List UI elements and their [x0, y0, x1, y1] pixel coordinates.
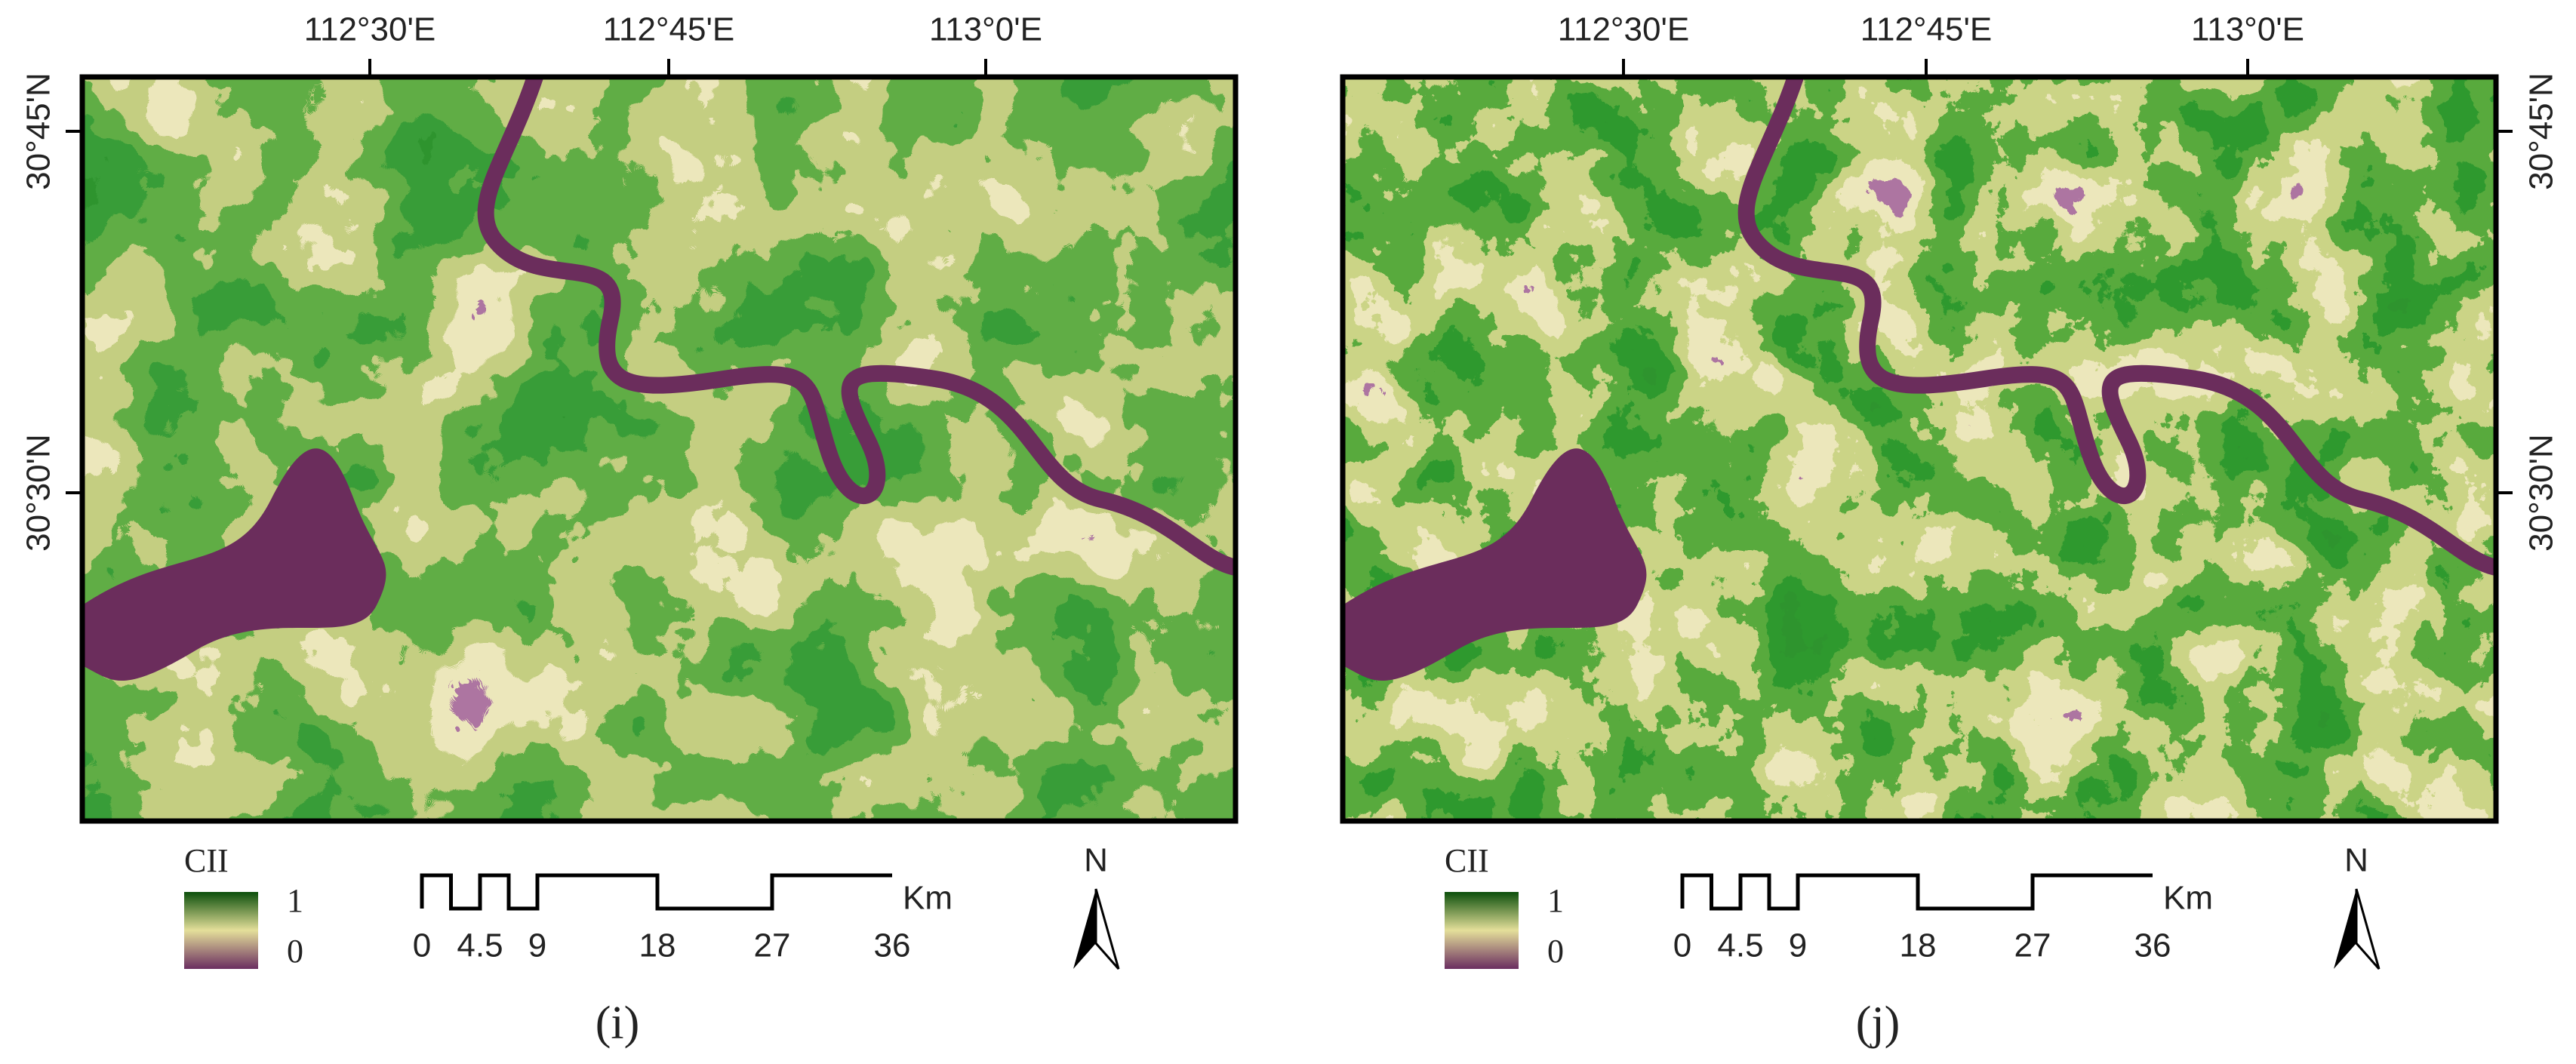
- scale-unit: Km: [2163, 880, 2213, 917]
- scale-label: 27: [754, 927, 791, 964]
- scale-label: 0: [1673, 927, 1691, 964]
- legend-min: 0: [287, 933, 303, 970]
- reservoir: [1343, 448, 1647, 681]
- map-panel: 112°30'E 112°45'E 113°0'E 30°45'N 30°30'N CII…: [20, 11, 1239, 1049]
- latitude-label: 30°45'N: [2523, 72, 2560, 190]
- longitude-label: 112°45'E: [603, 11, 734, 48]
- longitude-label: 113°0'E: [929, 11, 1042, 48]
- legend-title: CII: [184, 842, 229, 879]
- scale-label: 4.5: [1717, 927, 1763, 964]
- legend-max: 1: [287, 882, 303, 919]
- map-image: [1343, 77, 2496, 821]
- legend-ramp: [184, 892, 258, 969]
- north-label: N: [2344, 842, 2368, 879]
- north-arrow-left: [1073, 889, 1096, 969]
- longitude-label: 112°30'E: [1558, 11, 1689, 48]
- scale-unit: Km: [903, 880, 953, 917]
- longitude-label: 112°45'E: [1860, 11, 1992, 48]
- map-panel: 112°30'E 112°45'E 113°0'E 30°45'N 30°30'N CII…: [1340, 11, 2560, 1049]
- scale-label: 18: [639, 927, 676, 964]
- river: [477, 74, 1238, 576]
- map-frame: [79, 74, 1239, 824]
- scale-bar: [420, 873, 892, 911]
- north-arrow-right: [2355, 888, 2381, 970]
- map-image: [82, 77, 1236, 821]
- legend-min: 0: [1547, 933, 1564, 970]
- scale-label: 36: [2134, 927, 2171, 964]
- latitude-label: 30°30'N: [20, 434, 57, 552]
- map-frame: [1340, 74, 2499, 824]
- reservoir: [82, 448, 386, 681]
- panel-label: (j): [1856, 998, 1900, 1049]
- legend-title: CII: [1445, 842, 1489, 879]
- longitude-label: 113°0'E: [2191, 11, 2304, 48]
- legend-ramp: [1445, 892, 1519, 969]
- scale-label: 4.5: [457, 927, 503, 964]
- scale-label: 27: [2014, 927, 2051, 964]
- north-label: N: [1084, 842, 1108, 879]
- longitude-label: 112°30'E: [304, 11, 435, 48]
- north-arrow-right: [1094, 888, 1120, 970]
- panel-label: (i): [596, 998, 640, 1049]
- north-arrow-left: [2334, 889, 2356, 969]
- latitude-label: 30°30'N: [2523, 434, 2560, 552]
- scale-label: 36: [874, 927, 911, 964]
- scale-label: 9: [1789, 927, 1807, 964]
- legend-max: 1: [1547, 882, 1564, 919]
- latitude-label: 30°45'N: [20, 72, 57, 190]
- scale-label: 0: [413, 927, 431, 964]
- river: [1737, 74, 2498, 576]
- scale-label: 9: [528, 927, 546, 964]
- scale-bar: [1680, 873, 2153, 911]
- scale-label: 18: [1900, 927, 1937, 964]
